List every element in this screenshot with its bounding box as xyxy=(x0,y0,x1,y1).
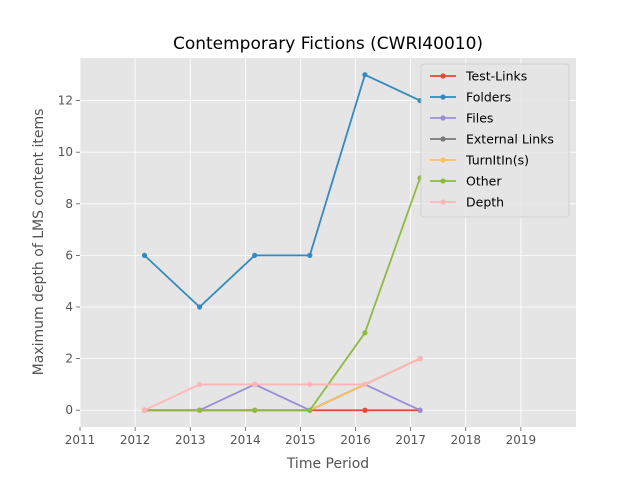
y-axis-label: Maximum depth of LMS content items xyxy=(31,109,47,376)
x-tick-label: 2016 xyxy=(340,433,371,447)
data-point-depth xyxy=(141,407,148,413)
data-point-folders xyxy=(307,252,313,259)
chart-title: Contemporary Fictions (CWRI40010) xyxy=(173,34,483,54)
series-group xyxy=(141,72,423,413)
x-tick-label: 2017 xyxy=(395,433,426,447)
y-tick-label: 2 xyxy=(65,352,73,366)
legend-marker-files xyxy=(440,115,446,121)
x-tick-label: 2015 xyxy=(285,433,316,447)
x-axis-ticks: 2011 2012 2013 2014 2015 2016 2017 2018 2019 xyxy=(65,427,536,447)
legend-label-external-links: External Links xyxy=(466,132,554,147)
series-line-other xyxy=(144,177,421,412)
data-point-folders xyxy=(252,252,258,259)
x-tick-label: 2019 xyxy=(506,433,537,447)
data-point-other xyxy=(307,407,313,413)
legend-marker-folders xyxy=(440,94,446,100)
legend-marker-depth xyxy=(440,199,446,205)
y-tick-label: 8 xyxy=(65,197,73,211)
data-point-folders xyxy=(196,304,203,310)
x-axis-label: Time Period xyxy=(286,456,369,472)
legend-marker-turnitin-s xyxy=(440,157,446,163)
y-tick-label: 0 xyxy=(65,403,73,417)
series-depth xyxy=(141,356,423,413)
legend-label-other: Other xyxy=(466,174,502,189)
x-tick-label: 2018 xyxy=(451,433,482,447)
data-point-depth xyxy=(252,381,258,388)
x-tick-label: 2011 xyxy=(65,433,96,447)
legend: Test-Links Folders Files External Links Turn… xyxy=(420,63,570,218)
legend-marker-other xyxy=(440,178,446,184)
series-line-folders xyxy=(143,73,421,308)
y-tick-label: 4 xyxy=(65,300,73,314)
y-tick-label: 6 xyxy=(65,248,73,262)
data-point-depth xyxy=(307,381,313,388)
legend-label-test-links: Test-Links xyxy=(465,69,527,84)
data-point-folders xyxy=(362,72,368,78)
legend-label-folders: Folders xyxy=(466,90,511,105)
data-point-other xyxy=(252,407,258,413)
y-tick-label: 10 xyxy=(58,145,73,159)
data-point-depth xyxy=(196,381,203,388)
legend-marker-external-links xyxy=(440,136,446,142)
data-point-other xyxy=(196,407,203,413)
data-point-depth xyxy=(417,356,423,362)
legend-label-depth: Depth xyxy=(466,195,504,210)
y-tick-label: 12 xyxy=(58,94,73,108)
data-point-folders xyxy=(141,252,148,259)
data-point-files xyxy=(417,407,423,413)
data-point-depth xyxy=(362,381,368,388)
legend-marker-test-links xyxy=(440,73,446,79)
legend-label-files: Files xyxy=(466,111,493,126)
x-tick-label: 2012 xyxy=(120,433,151,447)
legend-box xyxy=(420,63,570,218)
series-line-depth xyxy=(144,357,421,412)
y-axis-ticks: 0 2 4 6 8 10 12 xyxy=(58,94,80,417)
data-point-test-links xyxy=(362,407,368,413)
data-point-other xyxy=(362,330,368,336)
x-tick-label: 2014 xyxy=(230,433,261,447)
x-tick-label: 2013 xyxy=(175,433,206,447)
legend-label-turnitin-s: TurnItIn(s) xyxy=(465,153,529,168)
